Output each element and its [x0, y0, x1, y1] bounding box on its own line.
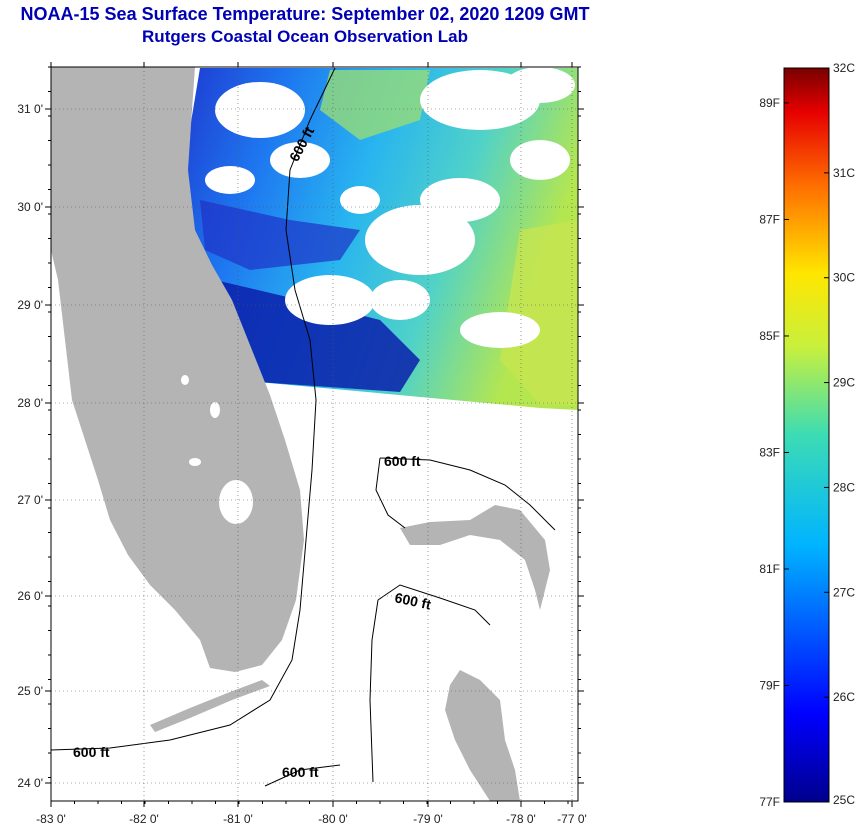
- lat-label: 29 0': [17, 298, 43, 312]
- map-title: NOAA-15 Sea Surface Temperature: Septemb…: [20, 4, 590, 24]
- fahrenheit-label: 77F: [759, 795, 780, 809]
- lon-label: -83 0': [36, 812, 66, 826]
- fahrenheit-label: 79F: [759, 678, 780, 692]
- lat-label: 25 0': [17, 684, 43, 698]
- lon-label: -77 0': [557, 812, 587, 826]
- fahrenheit-label: 81F: [759, 562, 780, 576]
- celsius-label: 29C: [833, 376, 855, 390]
- colorbar-labels: 32C 31C 30C 29C 28C 27C 26C 25C 89F 87F 85F 83F 81F 7…: [759, 61, 855, 809]
- lat-label: 31 0': [17, 102, 43, 116]
- depth-contours: [51, 67, 556, 787]
- contour-label-4: 600 ft: [73, 744, 110, 760]
- longitude-labels: -83 0' -82 0' -81 0' -80 0' -79 0' -78 0' -77 …: [36, 812, 587, 826]
- lat-label: 26 0': [17, 589, 43, 603]
- lon-label: -82 0': [129, 812, 159, 826]
- lat-label: 28 0': [17, 396, 43, 410]
- colorbar-gradient: [783, 67, 830, 803]
- bahamas-abaco: [400, 505, 550, 610]
- inland-lakes: [181, 375, 220, 466]
- latitude-labels: 31 0' 30 0' 29 0' 28 0' 27 0' 26 0' 25 0' 24 0': [17, 102, 43, 790]
- fahrenheit-label: 85F: [759, 329, 780, 343]
- lon-label: -80 0': [318, 812, 348, 826]
- lon-label: -78 0': [506, 812, 536, 826]
- axis-ticks: [45, 62, 584, 807]
- fahrenheit-label: 83F: [759, 445, 780, 459]
- celsius-label: 25C: [833, 793, 855, 807]
- bahamas-andros: [445, 670, 520, 801]
- celsius-label: 31C: [833, 166, 855, 180]
- celsius-label: 26C: [833, 690, 855, 704]
- celsius-label: 28C: [833, 480, 855, 494]
- contour-label-2: 600 ft: [384, 453, 421, 469]
- contour-label-5: 600 ft: [282, 764, 319, 780]
- fahrenheit-label: 89F: [759, 96, 780, 110]
- lon-label: -79 0': [413, 812, 443, 826]
- cloud-mask: [205, 67, 575, 348]
- warm-water-patch-east: [500, 220, 578, 405]
- lat-label: 30 0': [17, 200, 43, 214]
- map-subtitle: Rutgers Coastal Ocean Observation Lab: [142, 27, 468, 46]
- cold-water-patch: [215, 280, 420, 392]
- lat-label: 27 0': [17, 493, 43, 507]
- celsius-label: 32C: [833, 61, 855, 75]
- celsius-label: 27C: [833, 585, 855, 599]
- celsius-label: 30C: [833, 271, 855, 285]
- florida-keys: [150, 680, 270, 732]
- warm-water-patch: [320, 70, 430, 140]
- lon-label: -81 0': [223, 812, 253, 826]
- colorbar-ticks: [784, 67, 829, 803]
- fahrenheit-label: 87F: [759, 212, 780, 226]
- contour-label-3: 600 ft: [393, 589, 432, 612]
- lat-label: 24 0': [17, 776, 43, 790]
- lake-okeechobee: [219, 480, 253, 524]
- cold-water-band: [200, 200, 360, 270]
